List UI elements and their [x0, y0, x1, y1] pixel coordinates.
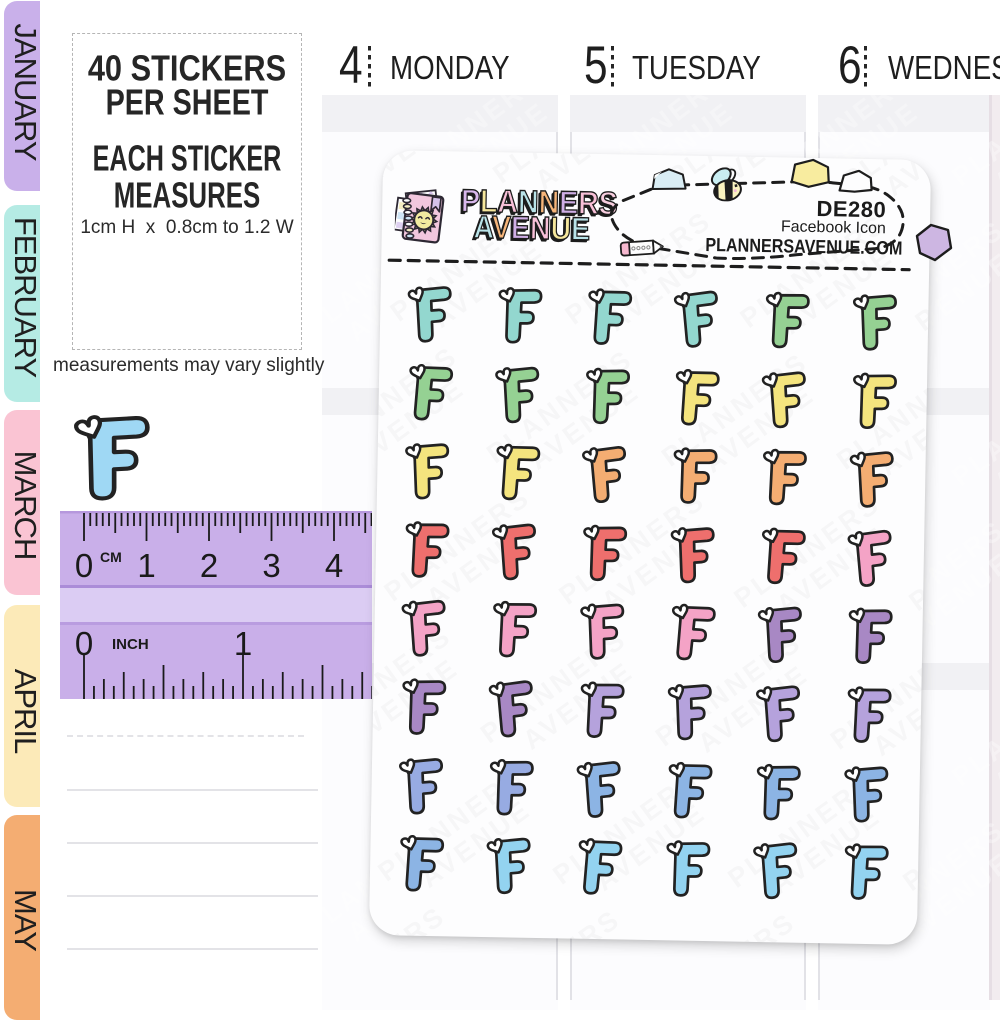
svg-text:3: 3: [262, 547, 280, 584]
svg-text:INCH: INCH: [112, 636, 149, 653]
svg-text:1: 1: [234, 625, 252, 662]
svg-text:2: 2: [200, 547, 218, 584]
svg-text:4: 4: [325, 547, 343, 584]
svg-text:CM: CM: [100, 549, 122, 565]
svg-text:0: 0: [75, 547, 93, 584]
svg-text:1: 1: [137, 547, 155, 584]
svg-text:0: 0: [75, 625, 93, 662]
